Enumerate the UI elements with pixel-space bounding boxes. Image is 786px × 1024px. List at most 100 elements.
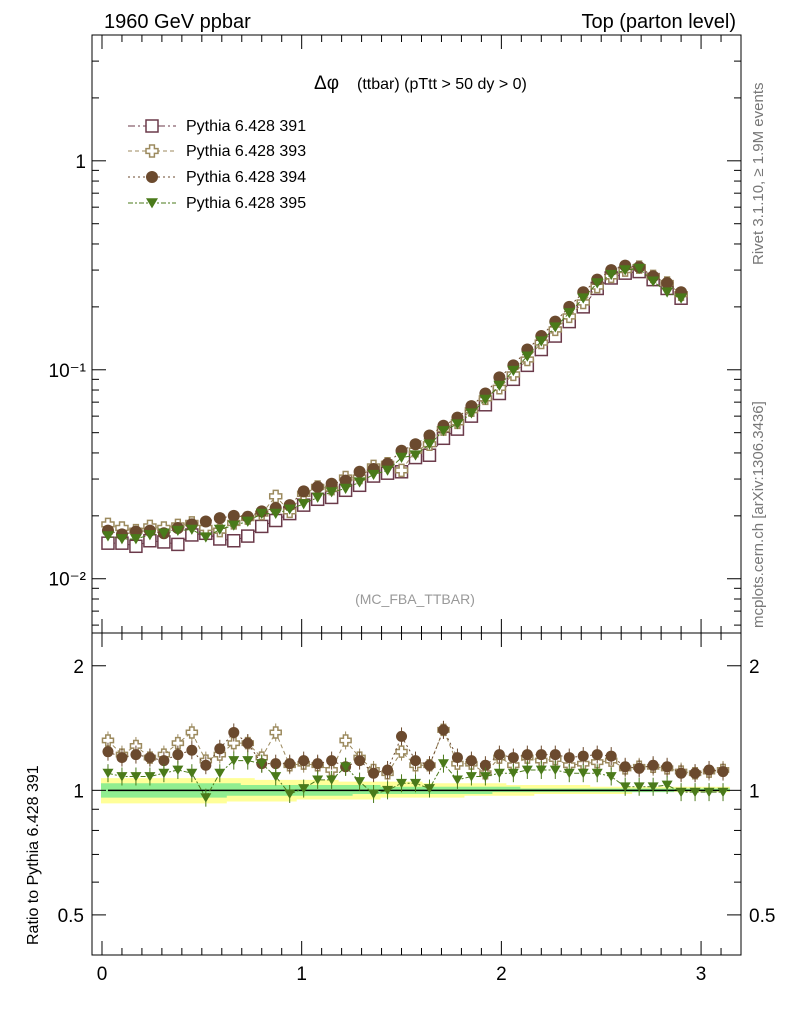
ratio-point-p395	[214, 768, 226, 779]
data-point-p393	[268, 489, 283, 504]
ratio-point-p394	[703, 764, 715, 776]
data-point-p394	[493, 371, 506, 384]
ratio-point-p394	[200, 759, 212, 771]
data-point-p395	[647, 276, 660, 287]
data-point-p394	[213, 512, 226, 525]
legend-entry-394: Pythia 6.428 394	[186, 169, 306, 186]
series-line-p395	[107, 268, 682, 540]
data-point-p394	[423, 429, 436, 442]
ratio-point-p394	[298, 755, 310, 767]
mcplots-reference-label: mcplots.cern.ch [arXiv:1306.3436]	[750, 401, 767, 628]
analysis-watermark: (MC_FBA_TTBAR)	[355, 591, 475, 607]
ratio-point-p395	[326, 775, 338, 785]
ratio-point-p395	[382, 785, 394, 796]
ratio-point-p394	[605, 750, 617, 762]
ratio-axis-ticks: 0.5 0.5 1 1 2 2 0 1 2 3	[58, 633, 775, 985]
plot-title-text: (ttbar) (pTtt > 50 dy > 0)	[357, 76, 527, 93]
data-point-p395	[493, 380, 506, 392]
data-point-p395	[227, 520, 240, 531]
ratio-point-p395	[242, 756, 254, 766]
ratio-point-p394	[270, 758, 282, 770]
data-point-p394	[227, 509, 240, 522]
data-point-p395	[661, 287, 674, 298]
ratio-point-p395	[619, 782, 631, 792]
ratio-point-p394	[591, 749, 603, 761]
legend-marker-p393	[145, 144, 159, 158]
ratio-frame	[91, 632, 742, 956]
data-point-p395	[129, 534, 142, 545]
data-point-p395	[423, 439, 436, 450]
ratio-point-p394	[479, 759, 491, 771]
ratio-point-p395	[200, 793, 212, 803]
legend-entry-395: Pythia 6.428 395	[186, 195, 306, 212]
data-point-p395	[437, 426, 450, 437]
ratio-y-tick-label-right: 1	[749, 781, 760, 802]
data-point-p395	[241, 516, 254, 527]
ratio-point-p395	[270, 772, 282, 782]
data-point-p394	[199, 515, 212, 528]
ratio-point-p394	[549, 749, 561, 761]
main-panel: 10⁻²10⁻¹1 Δφ (ttbar) (pTtt > 50 dy > 0) …	[49, 34, 742, 634]
data-point-p395	[143, 530, 156, 541]
data-point-p394	[353, 465, 366, 478]
ratio-point-p394	[465, 755, 477, 767]
data-point-p395	[619, 265, 632, 276]
ratio-axis-label: Ratio to Pythia 6.428 391	[25, 765, 42, 945]
legend-markers	[128, 119, 176, 209]
ratio-point-p394	[521, 749, 533, 761]
ratio-point-p395	[717, 787, 729, 798]
ratio-point-p395	[284, 789, 296, 799]
ratio-y-tick-label-right: 0.5	[749, 906, 775, 927]
data-point-p395	[563, 308, 576, 319]
ratio-point-p394	[186, 744, 198, 756]
data-point-p395	[465, 408, 478, 419]
ratio-point-p395	[647, 782, 659, 792]
ratio-point-p395	[563, 768, 575, 779]
ratio-point-p394	[563, 752, 575, 764]
ratio-point-p394	[228, 726, 240, 738]
ratio-point-p395	[144, 772, 156, 782]
data-point-p395	[367, 469, 380, 481]
data-point-p393	[394, 463, 409, 478]
ratio-point-p394	[661, 761, 673, 773]
legend-marker-p395	[146, 198, 158, 209]
ratio-point-p395	[493, 768, 505, 779]
ratio-point-p395	[312, 775, 324, 785]
data-point-p395	[479, 394, 492, 405]
ratio-point-p395	[186, 768, 198, 779]
data-point-p395	[325, 487, 338, 498]
data-point-p395	[283, 504, 296, 515]
ratio-point-p395	[675, 787, 687, 798]
ratio-point-p395	[437, 759, 449, 769]
header-energy-label: 1960 GeV ppbar	[104, 11, 251, 33]
ratio-x-tick-label: 2	[496, 964, 507, 985]
ratio-point-p393	[171, 736, 185, 750]
data-point-p395	[521, 351, 534, 362]
data-point-p395	[213, 524, 226, 535]
ratio-point-p395	[158, 768, 170, 779]
ratio-point-p395	[479, 772, 491, 782]
ratio-point-p394	[144, 752, 156, 764]
series-line-p393	[107, 266, 682, 532]
plot-title-symbol: Δφ	[314, 73, 339, 94]
ratio-point-p394	[382, 764, 394, 776]
ratio-line-p394	[107, 728, 724, 774]
ratio-point-p395	[340, 762, 352, 772]
main-axis-ticks: 10⁻² 10⁻¹ 1	[49, 34, 741, 633]
ratio-series-p395	[102, 751, 729, 807]
data-point-p391	[227, 533, 241, 548]
data-point-p395	[101, 531, 114, 542]
ratio-panel: 0.5 0.5 1 1 2 2 0 1 2 3 Ratio to Pythia 6.428 391	[25, 632, 775, 985]
series-p395	[101, 263, 688, 545]
data-point-p394	[297, 485, 310, 498]
data-point-p395	[297, 499, 310, 510]
ratio-point-p395	[465, 772, 477, 782]
data-point-p395	[185, 524, 198, 535]
data-point-p391	[171, 537, 185, 552]
data-point-p395	[311, 492, 324, 503]
ratio-x-tick-label: 1	[296, 964, 307, 985]
ratio-y-tick-label-right: 2	[749, 657, 760, 678]
data-point-p394	[409, 438, 422, 451]
main-y-tick-label: 10⁻²	[49, 570, 87, 591]
ratio-point-p393	[185, 726, 199, 739]
